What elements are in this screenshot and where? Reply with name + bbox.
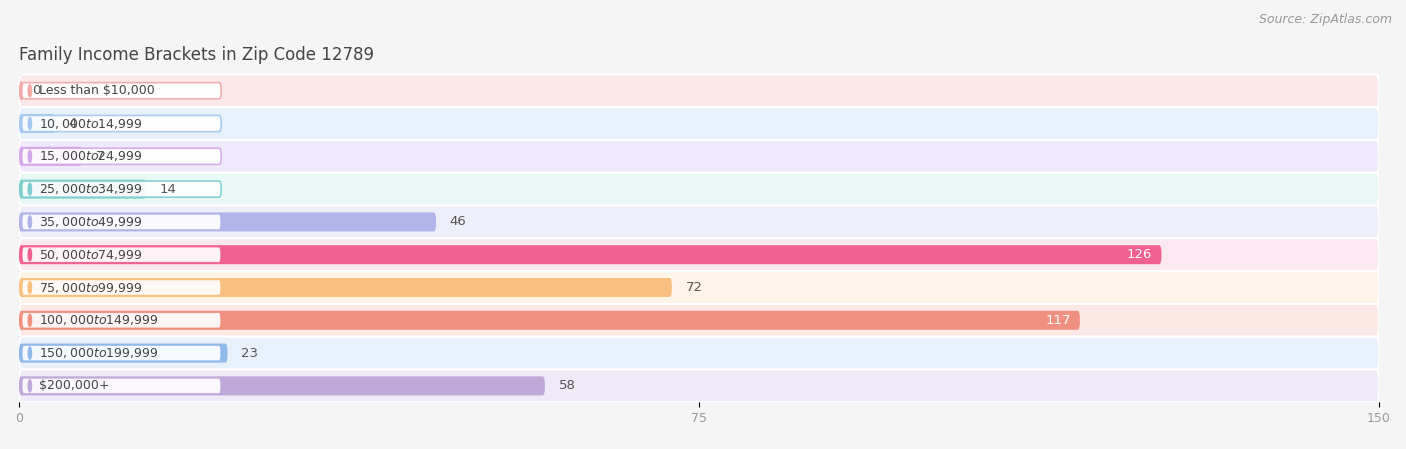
- Text: $25,000 to $34,999: $25,000 to $34,999: [39, 182, 142, 196]
- FancyBboxPatch shape: [20, 114, 55, 133]
- FancyBboxPatch shape: [21, 279, 221, 295]
- FancyBboxPatch shape: [20, 245, 1161, 264]
- Text: 117: 117: [1045, 314, 1071, 327]
- Circle shape: [28, 314, 31, 326]
- Circle shape: [28, 150, 31, 163]
- FancyBboxPatch shape: [21, 83, 221, 99]
- FancyBboxPatch shape: [21, 312, 221, 328]
- FancyBboxPatch shape: [20, 140, 1379, 173]
- Circle shape: [28, 347, 31, 359]
- FancyBboxPatch shape: [21, 181, 221, 197]
- Text: $150,000 to $199,999: $150,000 to $199,999: [39, 346, 159, 360]
- FancyBboxPatch shape: [21, 214, 221, 230]
- Circle shape: [28, 118, 31, 130]
- FancyBboxPatch shape: [20, 180, 146, 198]
- Text: Family Income Brackets in Zip Code 12789: Family Income Brackets in Zip Code 12789: [20, 46, 374, 64]
- Circle shape: [28, 85, 31, 97]
- Text: $35,000 to $49,999: $35,000 to $49,999: [39, 215, 142, 229]
- FancyBboxPatch shape: [20, 370, 1379, 402]
- FancyBboxPatch shape: [20, 212, 436, 231]
- FancyBboxPatch shape: [20, 173, 1379, 206]
- FancyBboxPatch shape: [20, 206, 1379, 238]
- Circle shape: [28, 216, 31, 228]
- FancyBboxPatch shape: [20, 75, 1379, 107]
- FancyBboxPatch shape: [21, 345, 221, 361]
- Text: 126: 126: [1128, 248, 1153, 261]
- Text: $75,000 to $99,999: $75,000 to $99,999: [39, 281, 142, 295]
- FancyBboxPatch shape: [20, 304, 1379, 337]
- FancyBboxPatch shape: [20, 271, 1379, 304]
- Circle shape: [28, 183, 31, 195]
- Text: $10,000 to $14,999: $10,000 to $14,999: [39, 117, 142, 131]
- Text: 58: 58: [558, 379, 575, 392]
- FancyBboxPatch shape: [20, 81, 24, 100]
- Text: $200,000+: $200,000+: [39, 379, 110, 392]
- FancyBboxPatch shape: [21, 378, 221, 394]
- Circle shape: [28, 380, 31, 392]
- Circle shape: [28, 249, 31, 261]
- Text: Source: ZipAtlas.com: Source: ZipAtlas.com: [1258, 13, 1392, 26]
- FancyBboxPatch shape: [20, 107, 1379, 140]
- Text: 14: 14: [159, 183, 176, 196]
- FancyBboxPatch shape: [20, 337, 1379, 370]
- FancyBboxPatch shape: [20, 238, 1379, 271]
- FancyBboxPatch shape: [20, 343, 228, 363]
- Text: 0: 0: [32, 84, 41, 97]
- Text: 23: 23: [242, 347, 259, 360]
- Text: Less than $10,000: Less than $10,000: [39, 84, 155, 97]
- Text: 4: 4: [69, 117, 77, 130]
- FancyBboxPatch shape: [21, 148, 221, 164]
- Text: $100,000 to $149,999: $100,000 to $149,999: [39, 313, 159, 327]
- FancyBboxPatch shape: [20, 376, 546, 396]
- FancyBboxPatch shape: [20, 278, 672, 297]
- Circle shape: [28, 282, 31, 294]
- Text: 72: 72: [686, 281, 703, 294]
- FancyBboxPatch shape: [20, 311, 1080, 330]
- FancyBboxPatch shape: [20, 147, 83, 166]
- FancyBboxPatch shape: [21, 247, 221, 263]
- FancyBboxPatch shape: [21, 115, 221, 132]
- Text: $50,000 to $74,999: $50,000 to $74,999: [39, 248, 142, 262]
- Text: $15,000 to $24,999: $15,000 to $24,999: [39, 150, 142, 163]
- Text: 46: 46: [450, 216, 467, 229]
- Text: 7: 7: [96, 150, 104, 163]
